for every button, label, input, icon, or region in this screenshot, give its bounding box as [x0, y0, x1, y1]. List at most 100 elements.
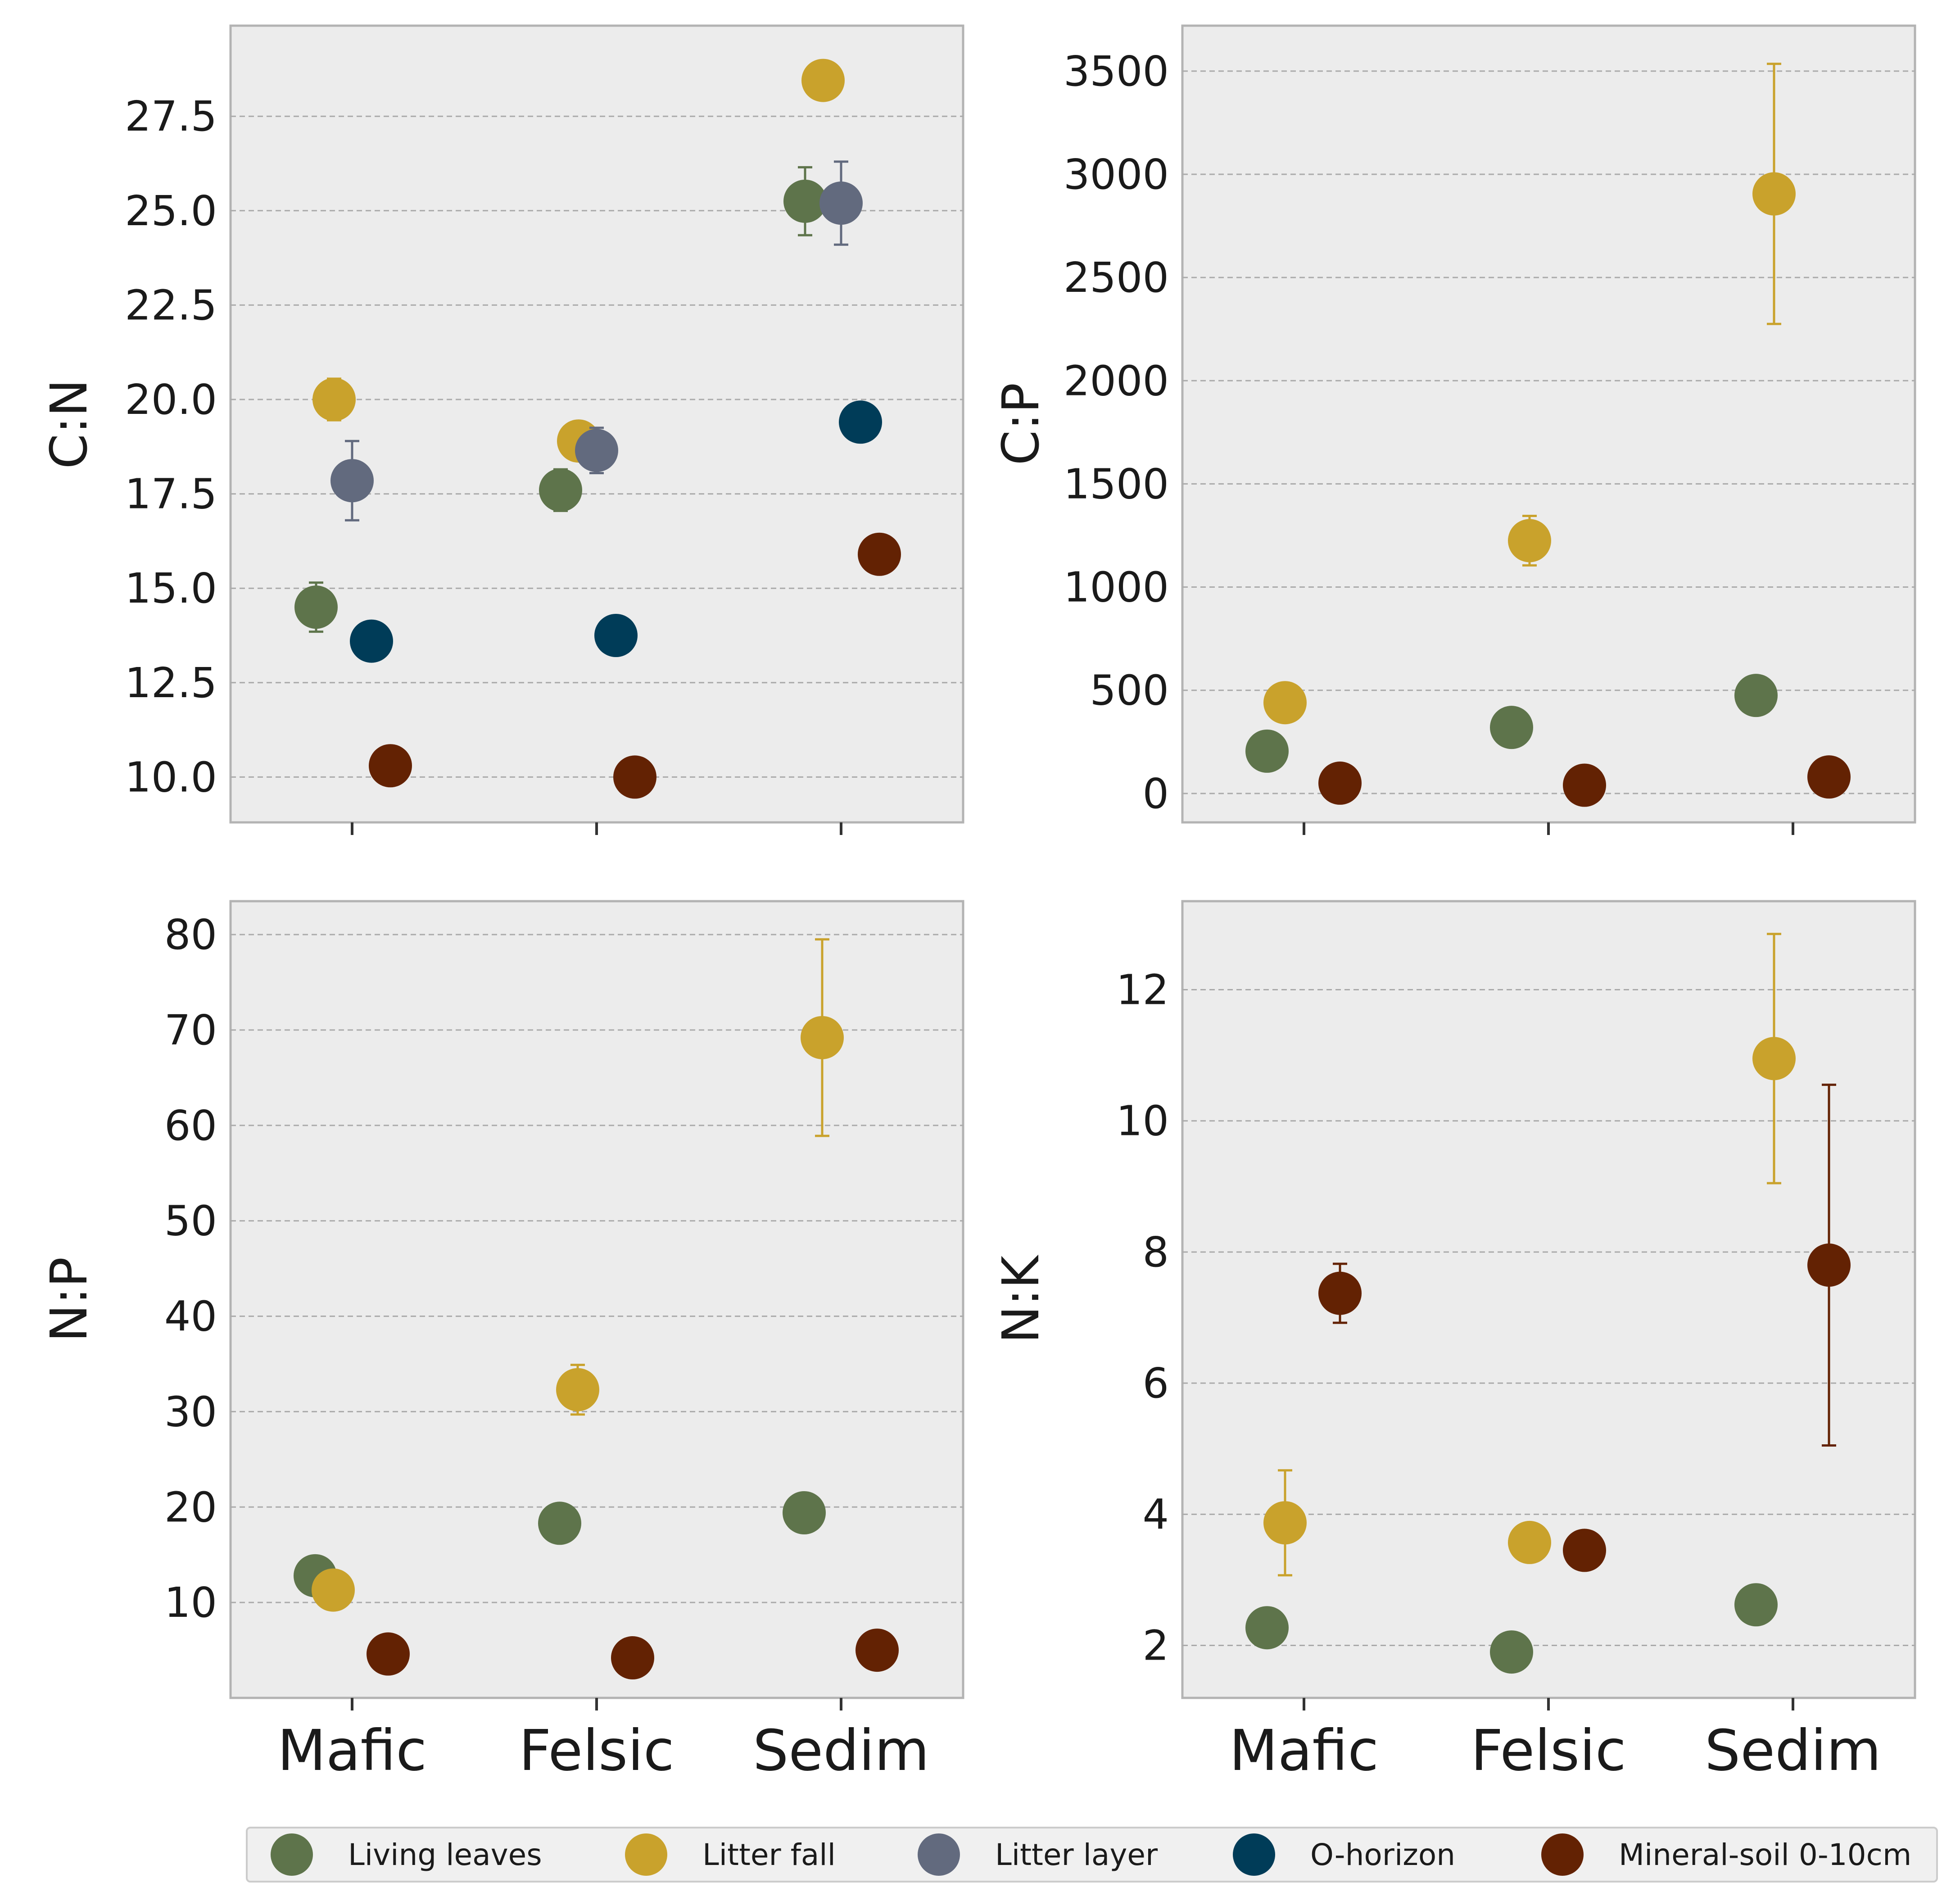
y-tick-label: 60 [164, 1102, 217, 1150]
data-point-mineral-soil-0-10cm [1318, 1271, 1362, 1315]
y-tick-label: 22.5 [125, 281, 217, 329]
y-tick-label: 3000 [1064, 150, 1169, 199]
data-point-living-leaves [1734, 674, 1778, 717]
data-point-mineral-soil-0-10cm [367, 1632, 410, 1676]
data-point-litter-fall [801, 1016, 844, 1059]
y-tick-label: 10.0 [125, 753, 217, 801]
data-point-litter-fall [1508, 519, 1551, 563]
y-tick-label: 0 [1142, 770, 1169, 818]
y-tick-label: 3500 [1064, 47, 1169, 95]
data-point-living-leaves [1490, 1630, 1533, 1674]
legend-marker [625, 1833, 667, 1876]
y-tick-label: 50 [164, 1197, 217, 1245]
y-tick-label: 6 [1142, 1359, 1169, 1407]
x-tick-label: Mafic [1229, 1718, 1379, 1783]
data-point-o-horizon [839, 400, 882, 444]
x-tick-label: Felsic [1471, 1718, 1626, 1783]
data-point-mineral-soil-0-10cm [858, 532, 901, 576]
data-point-o-horizon [594, 613, 638, 657]
data-point-litter-fall [312, 1568, 355, 1612]
panels: 10.0 12.5 15.0 17.5 20.0 22.5 25.0 27.5 C:N 0 500 1… [40, 24, 1916, 1783]
data-point-living-leaves [294, 585, 338, 629]
x-tick-label: Sedim [753, 1718, 929, 1783]
panel-3: 2 4 6 8 10 12 Mafic Felsic Sedim N:K [992, 900, 1916, 1783]
y-tick-label: 17.5 [125, 470, 217, 518]
data-point-o-horizon [350, 619, 393, 663]
data-point-living-leaves [1490, 706, 1533, 749]
data-point-mineral-soil-0-10cm [1807, 755, 1851, 799]
x-tick-label: Sedim [1705, 1718, 1881, 1783]
data-point-litter-fall [1752, 1037, 1796, 1080]
data-point-mineral-soil-0-10cm [611, 1636, 654, 1680]
data-point-litter-layer [330, 459, 374, 503]
y-tick-label: 25.0 [125, 187, 217, 235]
data-point-living-leaves [1734, 1583, 1778, 1627]
legend-marker [271, 1833, 313, 1876]
y-tick-label: 12.5 [125, 659, 217, 707]
legend-box [246, 1827, 1938, 1883]
panel-2: 10 20 30 40 50 60 70 80 Mafic Felsic Sedim N:P [40, 900, 964, 1783]
y-tick-label: 12 [1116, 966, 1169, 1014]
y-tick-label: 30 [164, 1388, 217, 1436]
y-tick-label: 70 [164, 1006, 217, 1054]
y-tick-label: 500 [1090, 667, 1169, 715]
legend-label: O-horizon [1310, 1837, 1455, 1872]
data-point-litter-fall [1752, 172, 1796, 216]
y-tick-label: 4 [1142, 1490, 1169, 1538]
legend-label: Litter layer [995, 1837, 1158, 1872]
x-tick-label: Mafic [277, 1718, 427, 1783]
data-point-living-leaves [1245, 1606, 1289, 1650]
y-tick-label: 10 [1116, 1097, 1169, 1145]
data-point-living-leaves [538, 1502, 581, 1545]
y-tick-label: 1500 [1064, 460, 1169, 508]
data-point-living-leaves [783, 1491, 826, 1534]
y-tick-label: 8 [1142, 1228, 1169, 1276]
legend-label: Litter fall [702, 1837, 836, 1872]
y-axis-label: C:P [992, 383, 1050, 465]
y-tick-label: 80 [164, 911, 217, 959]
legend-label: Living leaves [348, 1837, 542, 1872]
y-tick-label: 15.0 [125, 564, 217, 612]
data-point-mineral-soil-0-10cm [369, 744, 412, 788]
data-point-litter-fall [1263, 681, 1307, 725]
y-tick-label: 1000 [1064, 563, 1169, 612]
y-tick-label: 2000 [1064, 357, 1169, 405]
y-tick-label: 2 [1142, 1622, 1169, 1670]
y-tick-label: 20 [164, 1483, 217, 1531]
panel-1: 0 500 1000 1500 2000 2500 3000 3500 C:P [992, 24, 1916, 835]
data-point-living-leaves [539, 468, 582, 512]
y-axis-label: C:N [40, 379, 99, 469]
data-point-litter-fall [1508, 1520, 1551, 1564]
data-point-litter-layer [819, 181, 863, 225]
data-point-mineral-soil-0-10cm [613, 755, 656, 799]
plot-area [1181, 900, 1916, 1699]
plot-area [1181, 24, 1916, 824]
data-point-living-leaves [783, 179, 827, 223]
data-point-mineral-soil-0-10cm [856, 1629, 899, 1672]
legend-marker [918, 1833, 960, 1876]
data-point-mineral-soil-0-10cm [1563, 763, 1606, 807]
y-tick-label: 27.5 [125, 92, 217, 141]
legend-marker [1233, 1833, 1275, 1876]
y-tick-label: 10 [164, 1579, 217, 1627]
legend-label: Mineral-soil 0-10cm [1619, 1837, 1911, 1872]
data-point-mineral-soil-0-10cm [1563, 1529, 1606, 1572]
legend: Living leaves Litter fall Litter layer O-ho… [246, 1827, 1938, 1883]
y-tick-label: 40 [164, 1293, 217, 1341]
data-point-litter-fall [556, 1368, 599, 1411]
data-point-mineral-soil-0-10cm [1318, 761, 1362, 805]
y-tick-label: 20.0 [125, 376, 217, 424]
y-axis-label: N:K [992, 1254, 1050, 1343]
y-axis-label: N:P [40, 1257, 99, 1342]
panel-0: 10.0 12.5 15.0 17.5 20.0 22.5 25.0 27.5 C:N [40, 24, 964, 835]
data-point-litter-fall [312, 378, 356, 422]
data-point-living-leaves [1245, 729, 1289, 773]
data-point-litter-fall [1263, 1501, 1307, 1545]
data-point-mineral-soil-0-10cm [1807, 1243, 1851, 1287]
y-tick-label: 2500 [1064, 254, 1169, 302]
data-point-litter-fall [801, 59, 845, 102]
x-tick-label: Felsic [519, 1718, 674, 1783]
data-point-litter-layer [575, 429, 618, 472]
legend-marker [1541, 1833, 1584, 1876]
